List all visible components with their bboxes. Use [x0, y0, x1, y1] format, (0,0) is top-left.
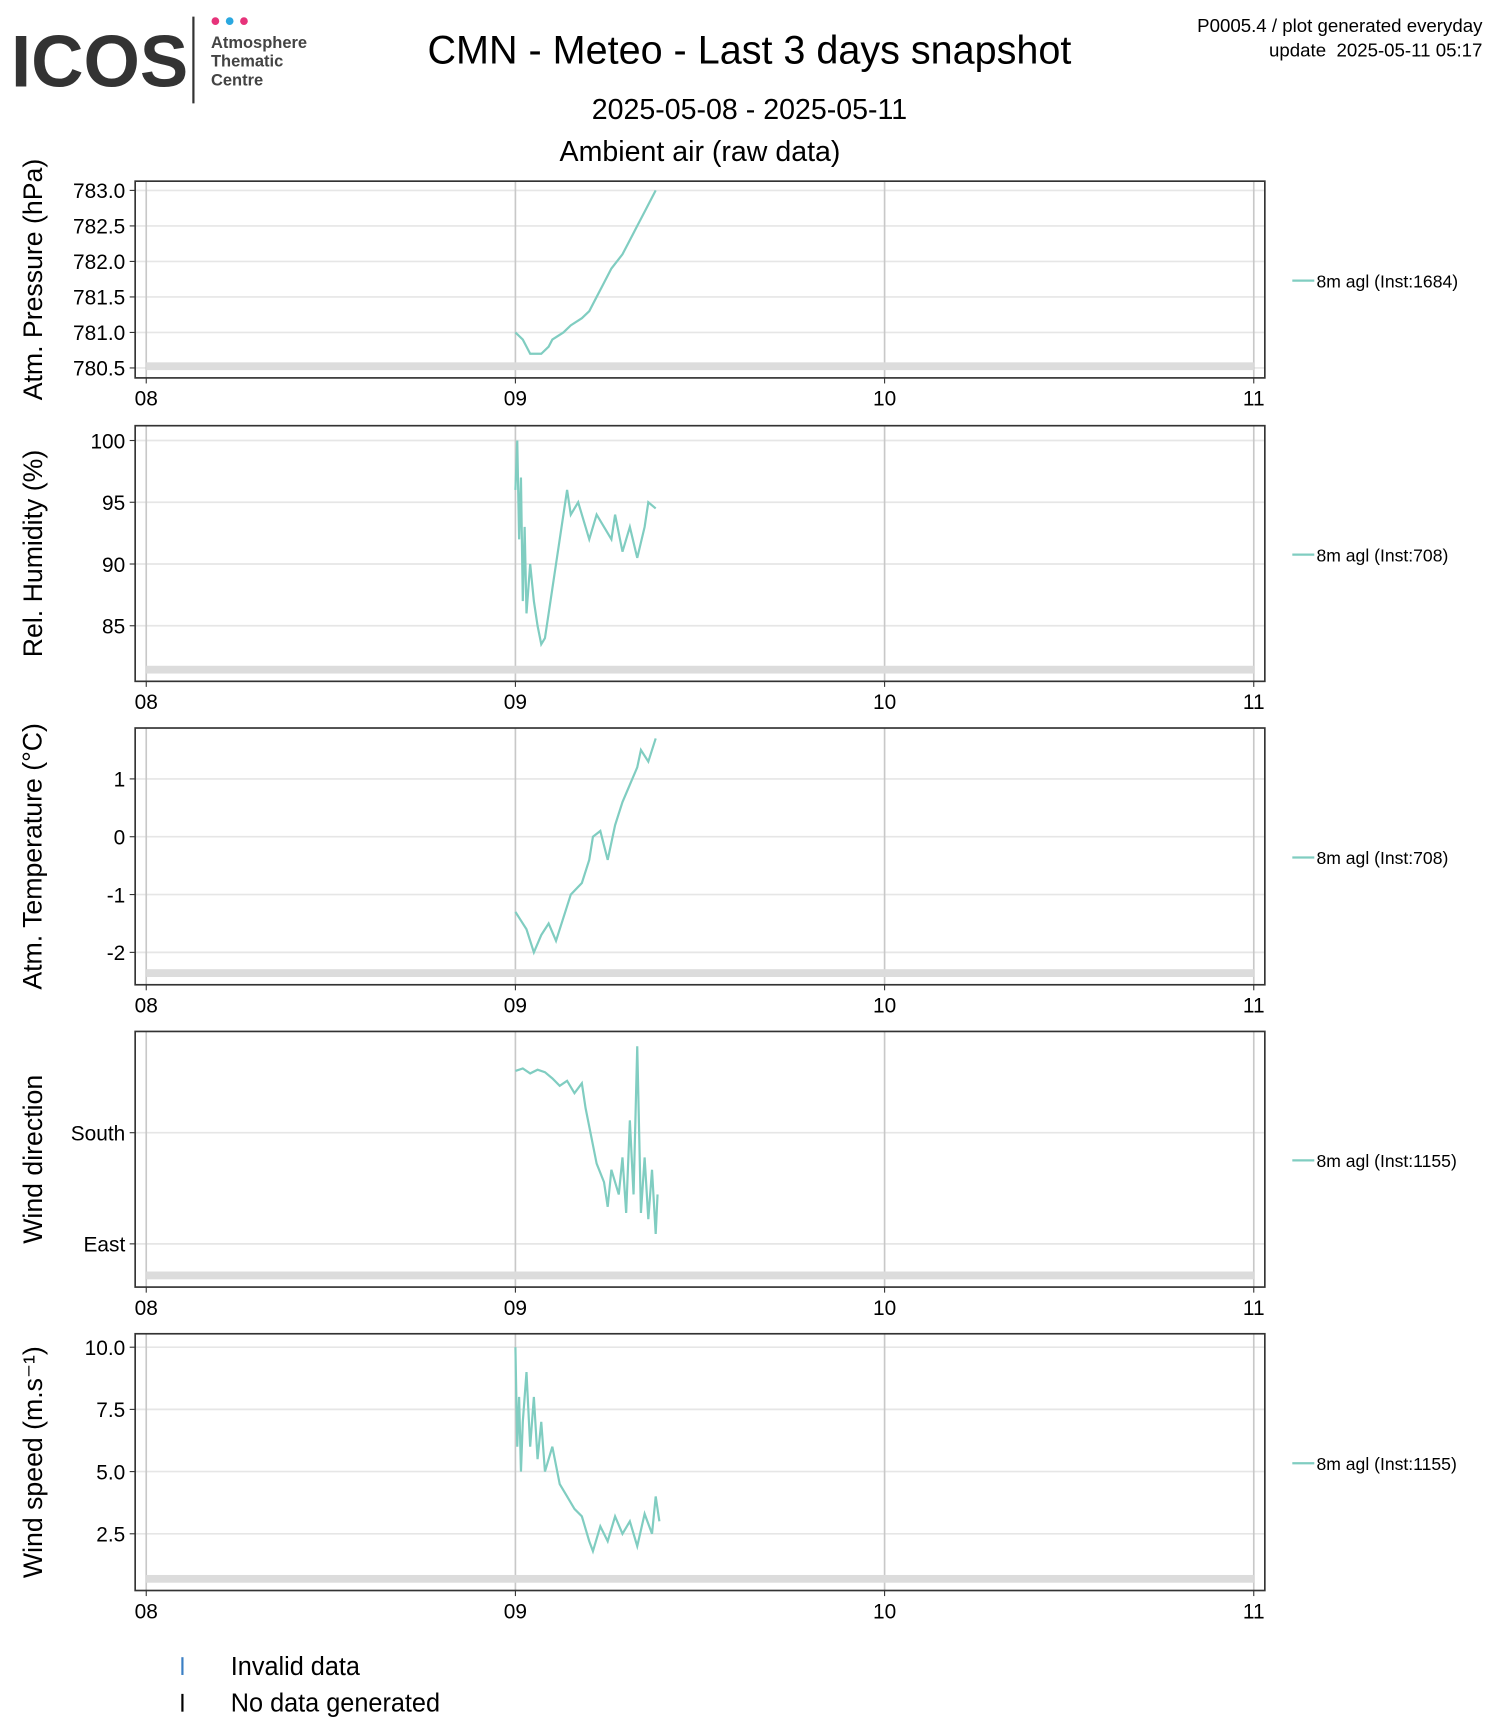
plot-frame	[134, 1332, 1266, 1592]
x-tick-label: 09	[504, 1297, 527, 1320]
y-tick-label: 1	[114, 769, 126, 792]
legend-label: 8m agl (Inst:1155)	[1316, 1151, 1456, 1171]
x-tick-label: 09	[504, 691, 527, 714]
legend-label: 8m agl (Inst:1155)	[1316, 1454, 1456, 1474]
logo-dot	[240, 17, 248, 26]
x-tick-label: 10	[873, 691, 896, 714]
y-tick-label: -1	[107, 884, 126, 907]
plot-area	[135, 1333, 1265, 1591]
series-line	[514, 1347, 661, 1555]
legend-label: 8m agl (Inst:1684)	[1316, 271, 1458, 291]
x-tick-label: 11	[1243, 994, 1265, 1017]
x-tick-label: 11	[1243, 1600, 1265, 1623]
org-text: Thematic	[211, 52, 283, 71]
plot-area	[135, 425, 1265, 682]
y-tick-label: South	[71, 1122, 126, 1145]
legend-label: 8m agl (Inst:708)	[1316, 848, 1448, 868]
status-band	[146, 1574, 1254, 1583]
y-tick-label: 781.0	[73, 322, 125, 345]
series-line	[515, 1046, 659, 1235]
x-tick-label: 11	[1243, 691, 1265, 714]
y-tick-label: 5.0	[96, 1461, 125, 1484]
y-axis-label: Wind direction	[18, 1075, 48, 1244]
x-tick-label: 10	[873, 994, 896, 1017]
x-tick-label: 09	[504, 994, 527, 1017]
y-axis-label: Atm. Temperature (°C)	[18, 723, 48, 990]
x-tick-label: 09	[504, 388, 527, 411]
org-text: Atmosphere	[211, 33, 307, 52]
y-tick-label: 781.5	[73, 287, 125, 310]
y-axis-label: Wind speed (m.s⁻¹)	[18, 1346, 48, 1578]
plot-frame	[134, 1030, 1266, 1288]
y-tick-label: 90	[102, 554, 125, 577]
plot-frame	[134, 727, 1266, 986]
plot-frame	[134, 424, 1266, 683]
x-tick-label: 11	[1243, 388, 1265, 411]
note: P0005.4 / plot generated everyday	[1197, 15, 1483, 36]
y-tick-label: 780.5	[73, 358, 125, 381]
y-tick-label: 7.5	[96, 1399, 125, 1422]
org-text: Centre	[211, 70, 263, 89]
y-tick-label: 95	[102, 492, 125, 515]
y-tick-label: East	[84, 1234, 126, 1257]
x-tick-label: 10	[873, 1600, 896, 1623]
x-tick-label: 08	[135, 691, 158, 714]
series-line	[514, 440, 657, 648]
status-band	[146, 362, 1254, 371]
y-tick-label: 0	[114, 826, 126, 849]
x-tick-label: 08	[135, 994, 158, 1017]
plot-area	[135, 181, 1265, 378]
x-tick-label: 08	[135, 1600, 158, 1623]
logo-dot	[225, 17, 234, 26]
series-line	[514, 189, 657, 355]
y-tick-label: 783.0	[73, 180, 125, 203]
x-tick-label: 10	[873, 1297, 896, 1320]
y-tick-label: 10.0	[85, 1337, 126, 1360]
x-tick-label: 11	[1243, 1297, 1265, 1320]
footer-legend-label: No data generated	[231, 1690, 440, 1718]
y-tick-label: 100	[90, 430, 125, 453]
y-tick-label: 2.5	[96, 1523, 125, 1546]
plot-area	[135, 728, 1265, 985]
note: update 2025-05-11 05:17	[1269, 40, 1482, 61]
y-tick-label: 782.5	[73, 216, 125, 239]
logo-dot	[211, 17, 220, 26]
footer-legend-label: Invalid data	[231, 1653, 361, 1681]
x-tick-label: 09	[504, 1600, 527, 1623]
x-tick-label: 08	[135, 1297, 158, 1320]
title: CMN - Meteo - Last 3 days snapshot	[428, 28, 1072, 72]
legend-label: 8m agl (Inst:708)	[1316, 545, 1448, 565]
plot-frame	[134, 180, 1266, 379]
logo: ICOS	[11, 21, 188, 102]
y-tick-label: 85	[102, 615, 125, 638]
y-tick-label: -2	[107, 942, 126, 965]
x-tick-label: 10	[873, 388, 896, 411]
series-line	[514, 738, 657, 956]
subtitle: 2025-05-08 - 2025-05-11	[592, 94, 907, 126]
y-tick-label: 782.0	[73, 251, 125, 274]
status-band	[146, 1271, 1254, 1280]
plot-area	[135, 1031, 1265, 1288]
y-axis-label: Atm. Pressure (hPa)	[18, 159, 48, 401]
section-title: Ambient air (raw data)	[560, 136, 841, 168]
y-axis-label: Rel. Humidity (%)	[18, 450, 48, 657]
status-band	[146, 969, 1254, 977]
x-tick-label: 08	[135, 388, 158, 411]
status-band	[146, 665, 1254, 674]
